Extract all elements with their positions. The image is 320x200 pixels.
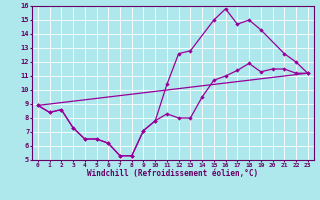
- X-axis label: Windchill (Refroidissement éolien,°C): Windchill (Refroidissement éolien,°C): [87, 169, 258, 178]
